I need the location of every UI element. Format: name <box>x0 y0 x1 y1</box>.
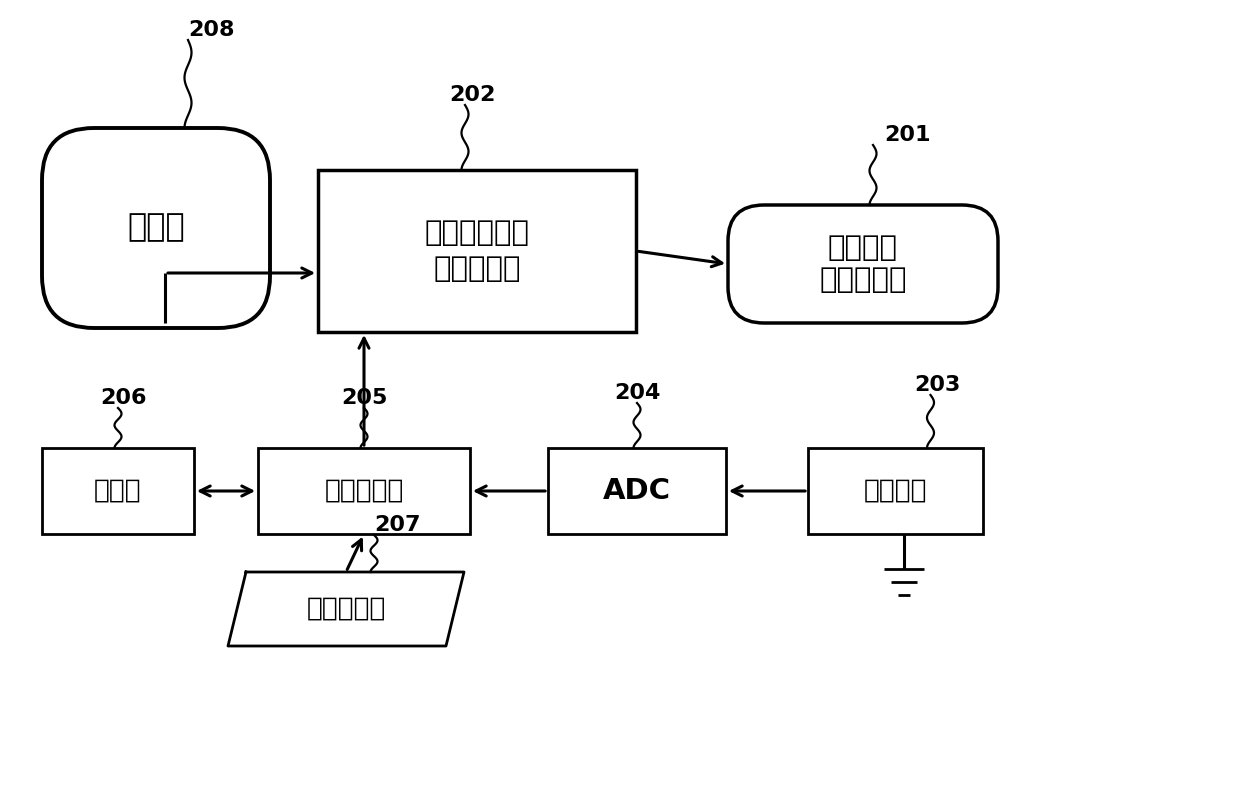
Text: 205: 205 <box>341 388 387 408</box>
Text: 存储器: 存储器 <box>94 478 141 504</box>
Text: 有机场致: 有机场致 <box>828 234 898 262</box>
Bar <box>258 448 470 534</box>
Bar <box>317 170 636 332</box>
Text: 显示器电源: 显示器电源 <box>433 255 521 283</box>
FancyBboxPatch shape <box>728 205 998 323</box>
Text: 发光显示器: 发光显示器 <box>820 266 906 294</box>
Text: 203: 203 <box>914 375 961 395</box>
Text: 201: 201 <box>885 125 931 145</box>
Bar <box>808 448 983 534</box>
Polygon shape <box>228 572 464 646</box>
Text: ADC: ADC <box>603 477 671 505</box>
Text: 207: 207 <box>374 515 422 535</box>
Text: 主电源: 主电源 <box>128 212 185 243</box>
Text: 有机场致发光: 有机场致发光 <box>424 219 529 247</box>
Text: 202: 202 <box>449 85 495 105</box>
Text: 光传感器: 光传感器 <box>864 478 928 504</box>
FancyBboxPatch shape <box>42 128 270 328</box>
Text: 输入键装置: 输入键装置 <box>306 596 386 622</box>
Bar <box>548 448 725 534</box>
Text: 电压控制器: 电压控制器 <box>325 478 404 504</box>
Text: 208: 208 <box>187 20 234 40</box>
Text: 204: 204 <box>614 383 660 403</box>
Text: 206: 206 <box>99 388 146 408</box>
Bar <box>42 448 193 534</box>
